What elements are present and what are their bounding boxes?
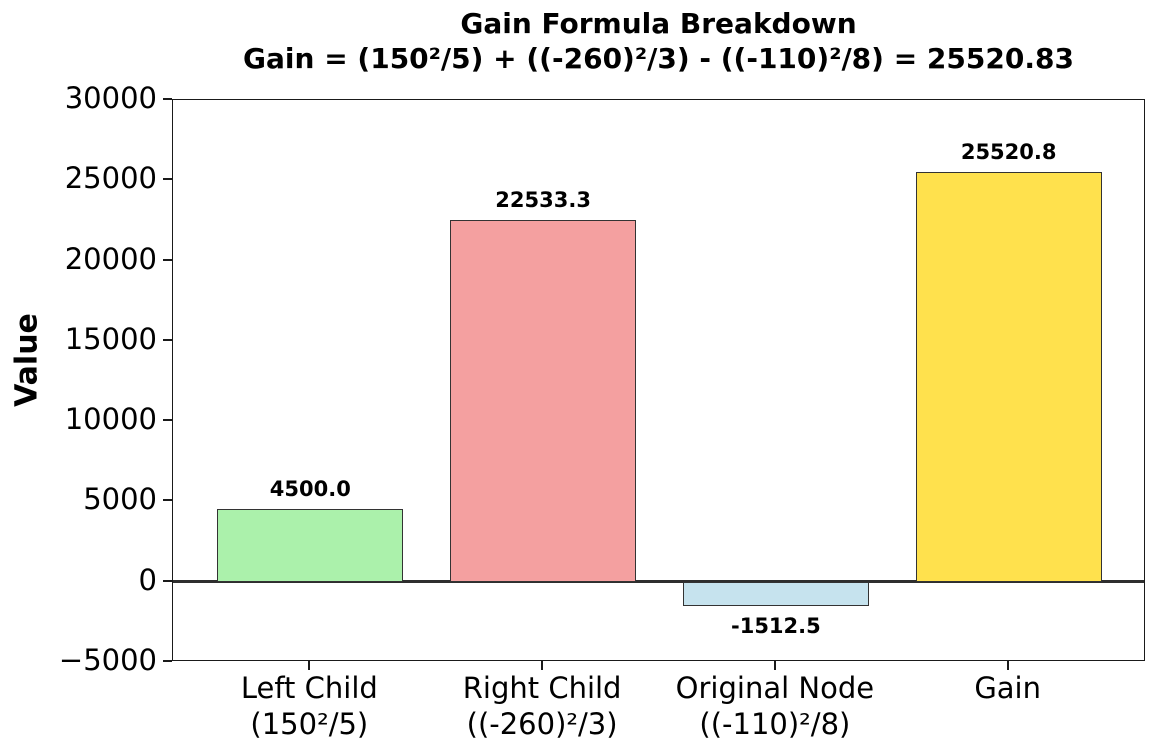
y-tick [163,660,172,662]
y-tick-label: 15000 [64,321,157,356]
x-tick-label-line: Left Child [240,671,378,705]
y-tick [163,178,172,181]
y-tick-label: −5000 [58,643,157,677]
y-tick-label: 10000 [64,402,157,437]
x-tick-label: Right Child ((-260)²/3) [463,670,622,742]
x-tick-label: Left Child (150²/5) [241,670,378,742]
x-tick-label-line: ((-260)²/3) [466,707,618,741]
bar-value-label: -1512.5 [730,614,821,638]
y-tick [163,338,172,341]
y-tick-label: 5000 [83,482,157,517]
x-tick-label-line: Original Node [675,671,875,705]
chart-title: Gain Formula Breakdown Gain = (150²/5) +… [172,6,1145,76]
y-tick-label: 20000 [64,241,157,276]
x-tick [541,661,544,670]
y-tick-label: 30000 [64,81,157,115]
x-tick-label: Gain [974,670,1041,706]
x-tick-label-line: ((-110)²/8) [699,707,851,741]
x-tick [308,661,311,670]
x-tick-label: Original Node ((-110)²/8) [676,670,874,742]
bar-value-label: 25520.8 [960,139,1057,164]
x-tick-label-line: Right Child [462,671,622,705]
y-tick-label: 25000 [64,161,157,196]
zero-line [173,580,1144,584]
x-tick-label-line: Gain [974,671,1041,705]
y-tick [163,258,172,261]
bar [682,581,869,606]
y-tick [163,499,172,502]
bar [450,219,637,582]
x-tick [773,661,776,670]
y-tick [163,419,172,422]
chart-title-line2: Gain = (150²/5) + ((-260)²/3) - ((-110)²… [243,42,1074,75]
bar [915,171,1102,582]
y-tick-label: 0 [138,562,157,597]
bar-value-label: 4500.0 [269,477,351,502]
x-tick-label-line: (150²/5) [250,707,369,741]
y-tick [163,579,172,582]
chart-title-line1: Gain Formula Breakdown [460,7,857,40]
x-tick [1006,661,1009,670]
bar [217,509,404,582]
y-tick [163,98,172,100]
plot-area: 4500.0 22533.3 -1512.5 25520.8 [172,99,1145,661]
bar-value-label: 22533.3 [495,187,591,212]
